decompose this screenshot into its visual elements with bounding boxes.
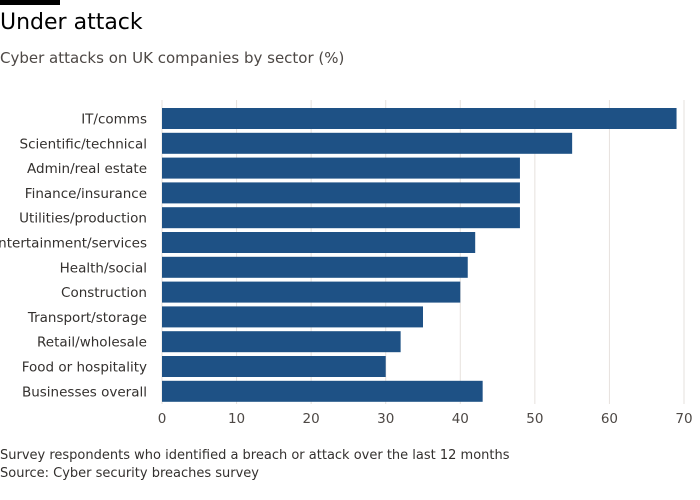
bar — [162, 380, 483, 402]
category-label: Retail/wholesale — [37, 335, 147, 351]
bar — [162, 306, 423, 328]
bar — [162, 256, 468, 278]
bar — [162, 281, 461, 303]
bar — [162, 157, 520, 179]
category-label: Entertainment/services — [0, 236, 147, 252]
x-tick-label: 30 — [377, 411, 394, 427]
category-label: Construction — [61, 285, 147, 301]
category-label: Food or hospitality — [22, 360, 147, 376]
x-tick-label: 60 — [601, 411, 618, 427]
bar — [162, 232, 476, 253]
x-tick-label: 70 — [675, 411, 692, 427]
x-tick-label: 40 — [452, 411, 469, 427]
bar — [162, 108, 677, 129]
category-label: Health/social — [60, 260, 147, 276]
x-tick-label: 0 — [158, 411, 167, 427]
bar — [162, 331, 401, 353]
bar — [162, 207, 520, 229]
category-label: Transport/storage — [27, 310, 147, 326]
category-label: Scientific/technical — [20, 136, 147, 152]
category-label: Utilities/production — [19, 211, 147, 227]
top-rule — [0, 0, 60, 5]
category-label: Finance/insurance — [25, 186, 147, 202]
bars — [162, 108, 677, 402]
x-tick-label: 20 — [303, 411, 320, 427]
x-tick-label: 50 — [526, 411, 543, 427]
chart-title: Under attack — [0, 10, 143, 35]
x-tick-label: 10 — [228, 411, 245, 427]
category-label: Businesses overall — [22, 384, 147, 400]
category-label: Admin/real estate — [27, 161, 147, 177]
chart-subtitle: Cyber attacks on UK companies by sector … — [0, 49, 345, 67]
bar — [162, 356, 386, 377]
category-label: IT/comms — [81, 112, 147, 128]
x-axis-ticks: 0 10 20 30 40 50 60 70 — [158, 411, 693, 427]
category-labels: IT/comms Scientific/technical Admin/real e… — [0, 112, 147, 401]
bar — [162, 132, 573, 154]
source-note: Source: Cyber security breaches survey — [0, 466, 260, 481]
bar — [162, 182, 520, 204]
footnote: Survey respondents who identified a brea… — [0, 448, 510, 463]
